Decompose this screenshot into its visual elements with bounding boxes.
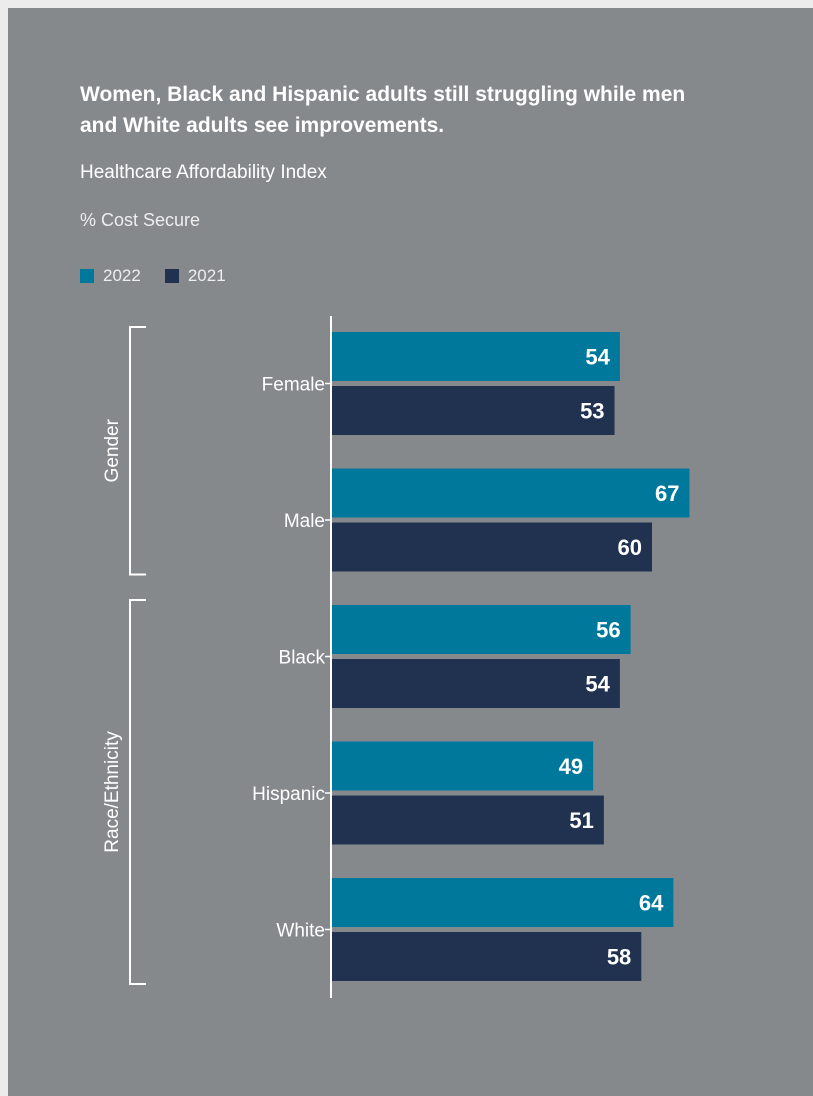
data-label-male-2022: 67 [655,481,679,506]
category-label-male: Male [284,511,325,532]
bar-male-2021 [331,522,652,572]
bar-hispanic-2021 [331,795,604,845]
category-label-female: Female [262,375,325,396]
group-label-race-ethnicity: Race/Ethnicity [102,731,123,853]
bar-black-2022 [331,605,631,654]
bar-female-2021 [331,386,615,435]
category-label-white: White [276,921,325,942]
bar-white-2021 [331,932,642,981]
bar-black-2021 [331,659,620,708]
unit-label: % Cost Secure [80,210,201,230]
bar-hispanic-2022 [331,741,594,791]
chart-title: Women, Black and Hispanic adults still s… [80,83,686,137]
legend: 2022 2021 [80,264,240,288]
data-label-hispanic-2021: 51 [569,808,593,833]
data-label-hispanic-2022: 49 [559,754,583,779]
category-label-hispanic: Hispanic [252,784,325,805]
group-bracket-race-ethnicity [129,599,146,985]
data-label-female-2022: 54 [585,345,610,370]
group-bracket-gender [129,326,146,576]
legend-swatch-2021 [164,269,179,283]
bar-male-2022 [331,468,690,518]
legend-item-2021: 2021 [164,266,226,286]
bar-white-2022 [331,878,674,927]
data-label-black-2021: 54 [585,672,610,697]
data-label-black-2022: 56 [596,618,620,643]
legend-label-2021: 2021 [187,266,226,285]
data-label-white-2022: 64 [639,891,664,916]
legend-label-2022: 2022 [103,266,141,285]
bar-female-2022 [331,332,620,381]
category-label-black: Black [279,648,326,669]
legend-item-2022: 2022 [80,266,141,286]
legend-swatch-2022 [80,269,94,283]
chart-subtitle: Healthcare Affordability Index [80,162,327,183]
data-label-male-2021: 60 [618,535,642,560]
group-label-gender: Gender [102,418,123,482]
data-label-white-2021: 58 [607,945,631,970]
data-label-female-2021: 53 [580,399,604,424]
